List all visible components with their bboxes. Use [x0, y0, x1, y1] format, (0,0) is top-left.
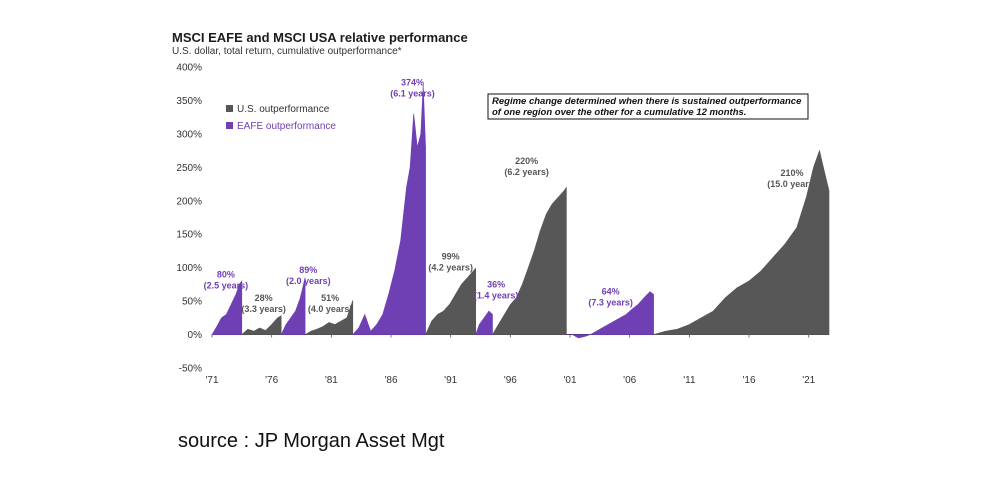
x-tick-label: '81 [325, 375, 338, 386]
x-tick-label: '11 [683, 375, 696, 386]
chart-subtitle: U.S. dollar, total return, cumulative ou… [172, 46, 402, 57]
y-tick-label: 100% [176, 263, 202, 274]
regime-value-label: 99% [442, 252, 460, 262]
series-layer [211, 84, 830, 339]
regime-duration-label: (1.4 years) [474, 291, 519, 301]
y-tick-label: 50% [182, 297, 202, 308]
regime-value-label: 28% [255, 293, 273, 303]
y-tick-label: 400% [176, 63, 202, 74]
regime-value-label: 374% [401, 78, 424, 88]
note-line-2: of one region over the other for a cumul… [492, 107, 746, 118]
annotation-layer: 80%(2.5 years) 28%(3.3 years) 89%(2.0 year… [204, 78, 817, 314]
regime-duration-label: (4.0 years) [308, 304, 353, 314]
note-box [487, 93, 809, 120]
y-tick-label: 350% [176, 96, 202, 107]
us-area [303, 300, 354, 335]
y-tick-label: 150% [176, 230, 202, 241]
x-tick-label: '86 [384, 375, 397, 386]
regime-value-label: 80% [217, 270, 235, 280]
legend: U.S. outperformance EAFE outperformance [226, 104, 336, 132]
x-tick-label: '01 [564, 375, 577, 386]
x-tick-label: '96 [504, 375, 517, 386]
eafe-area [211, 280, 243, 335]
us-area [491, 186, 567, 335]
regime-duration-label: (6.1 years) [390, 89, 435, 99]
regime-duration-label: (7.3 years) [588, 297, 633, 307]
regime-value-label: 36% [487, 280, 505, 290]
x-tick-label: '71 [205, 375, 218, 386]
legend-label-eafe: EAFE outperformance [237, 121, 336, 132]
us-area [653, 149, 830, 335]
us-area [241, 315, 282, 335]
y-tick-label: -50% [179, 364, 202, 375]
regime-duration-label: (3.3 years) [241, 304, 286, 314]
regime-value-label: 210% [780, 168, 803, 178]
x-tick-label: '06 [623, 375, 636, 386]
regime-value-label: 220% [515, 156, 538, 166]
eafe-area [352, 84, 426, 335]
regime-value-label: 51% [321, 293, 339, 303]
note-line-1: Regime change determined when there is s… [492, 96, 802, 107]
legend-swatch-us [226, 105, 233, 112]
x-tick-label: '16 [743, 375, 756, 386]
x-tick-label: '91 [444, 375, 457, 386]
eafe-area [566, 291, 654, 339]
x-tick-label: '21 [802, 375, 815, 386]
y-tick-label: 250% [176, 163, 202, 174]
legend-swatch-eafe [226, 122, 233, 129]
regime-value-label: 89% [299, 265, 317, 275]
y-tick-label: 200% [176, 196, 202, 207]
regime-note: Regime change determined when there is s… [487, 93, 809, 120]
us-area [425, 267, 476, 335]
eafe-area [475, 310, 493, 335]
source-text: source : JP Morgan Asset Mgt [178, 430, 445, 452]
regime-duration-label: (4.2 years) [428, 263, 473, 273]
chart-title: MSCI EAFE and MSCI USA relative performa… [172, 30, 468, 45]
y-tick-label: 300% [176, 129, 202, 140]
regime-duration-label: (15.0 years) [767, 179, 817, 189]
regime-duration-label: (2.5 years) [204, 281, 249, 291]
y-tick-label: 0% [188, 330, 203, 341]
x-tick-label: '76 [265, 375, 278, 386]
legend-label-us: U.S. outperformance [237, 104, 330, 115]
regime-duration-label: (6.2 years) [504, 167, 549, 177]
eafe-area [280, 277, 306, 335]
regime-duration-label: (2.0 years) [286, 276, 331, 286]
regime-value-label: 64% [602, 286, 620, 296]
